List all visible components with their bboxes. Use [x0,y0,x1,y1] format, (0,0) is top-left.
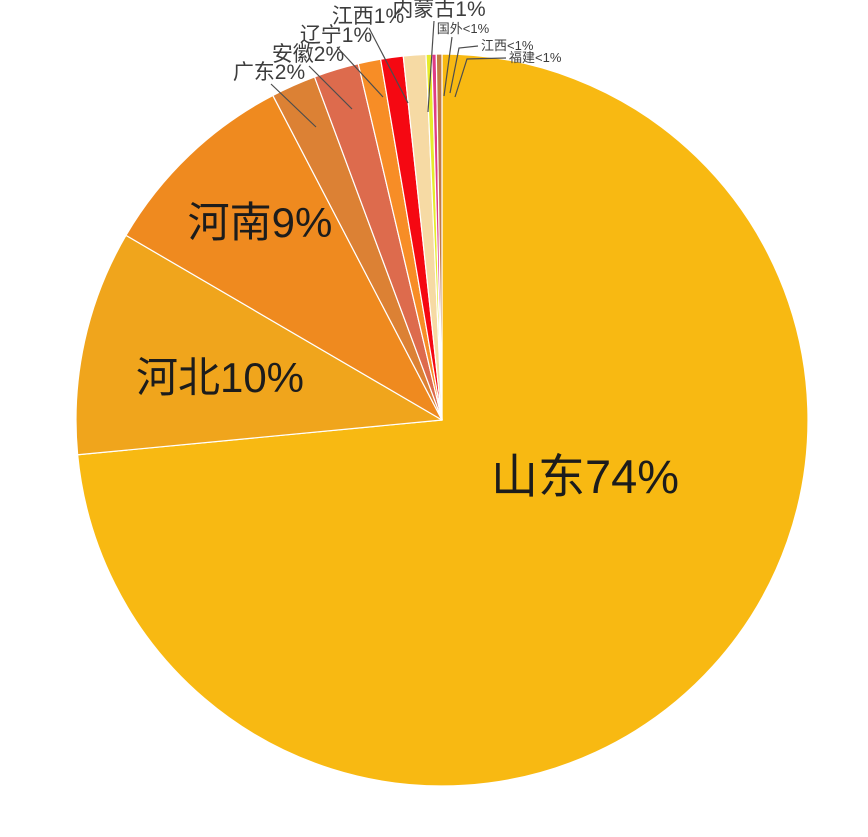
slice-label-辽宁: 辽宁1% [300,24,372,47]
slice-label-广东: 广东2% [233,61,305,84]
pie-slice-福建 [435,53,443,421]
slice-label-河北: 河北10% [136,354,304,401]
slice-label-安徽: 安徽2% [272,43,344,66]
pie-slice-河北 [75,234,443,456]
slice-label-福建: 福建<1% [509,50,562,65]
slice-label-江西: 江西1% [332,5,404,28]
label-leader-line [443,36,453,97]
slice-label-山东: 山东74% [491,450,679,503]
label-leader-line [449,45,479,94]
slice-label-江西: 江西<1% [481,38,534,53]
label-leader-line [270,83,317,128]
pie-slice-山东 [77,53,809,787]
slice-label-国外: 国外<1% [437,21,490,36]
label-leader-line [427,20,435,113]
slice-label-河南: 河南9% [188,199,333,246]
slice-label-内蒙古: 内蒙古1% [392,0,485,21]
label-leader-line [308,65,353,110]
label-leader-line [368,27,409,104]
label-leader-line [336,46,384,98]
pie-slice-河南 [125,94,443,421]
label-leader-line [454,57,507,98]
